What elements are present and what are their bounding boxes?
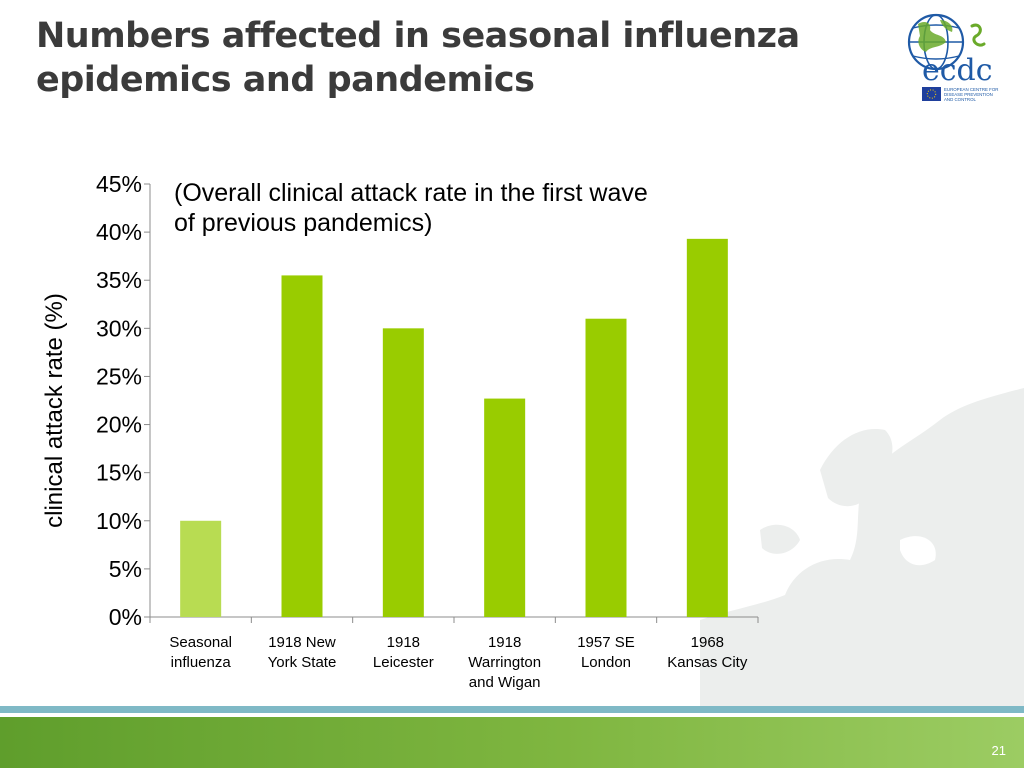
x-tick-label: York State	[268, 654, 337, 671]
x-tick-label: 1918	[488, 634, 521, 651]
x-tick-label: Kansas City	[667, 654, 748, 671]
bar	[484, 398, 526, 617]
y-tick-label: 40%	[96, 219, 142, 245]
x-tick-label: London	[581, 654, 631, 671]
x-tick-label: 1957 SE	[577, 634, 635, 651]
x-tick-label: Warrington	[468, 654, 541, 671]
bar-chart: 0% 5% 10% 15% 20% 25% 30% 35% 40% 45% clinical att…	[41, 171, 759, 691]
bar	[585, 318, 627, 617]
x-tick-label: and Wigan	[469, 674, 541, 691]
bar	[382, 328, 424, 617]
x-tick-label: 1918 New	[268, 634, 336, 651]
x-tick-label: 1968	[691, 634, 724, 651]
y-tick-label: 30%	[96, 315, 142, 341]
globe-icon	[907, 13, 965, 71]
bar	[686, 238, 728, 617]
footer-band	[0, 706, 1024, 768]
y-tick-label: 35%	[96, 267, 142, 293]
title-line: Numbers affected in seasonal influenza	[36, 16, 800, 56]
y-tick-label: 20%	[96, 412, 142, 438]
y-tick-label: 15%	[96, 460, 142, 486]
chart-annotation: (Overall clinical attack rate in the fir…	[174, 179, 648, 207]
bar	[180, 520, 222, 617]
eu-flag-icon	[922, 87, 941, 101]
y-tick-label: 10%	[96, 508, 142, 534]
ecdc-logo: ecdc EUROPEAN CENTRE FOR DISEASE PREVENT…	[907, 13, 998, 102]
x-tick-label: Seasonal	[169, 634, 232, 651]
y-axis-label: clinical attack rate (%)	[41, 293, 68, 528]
logo-org-line: EUROPEAN CENTRE FOR	[944, 87, 998, 92]
logo-org-line: AND CONTROL	[944, 97, 977, 102]
y-tick-label: 0%	[109, 604, 142, 630]
slide-title: Numbers affected in seasonal influenza e…	[36, 14, 876, 102]
title-line: epidemics and pandemics	[36, 60, 535, 100]
page-number: 21	[991, 743, 1006, 758]
x-tick-label: influenza	[171, 654, 232, 671]
y-tick-label: 45%	[96, 171, 142, 197]
serpent-icon	[970, 23, 986, 47]
chart-annotation: of previous pandemics)	[174, 209, 432, 237]
x-tick-label: Leicester	[373, 654, 434, 671]
europe-map-background	[700, 388, 1024, 710]
bar	[281, 275, 323, 617]
y-tick-label: 25%	[96, 363, 142, 389]
logo-wordmark: ecdc	[922, 53, 993, 88]
logo-org-line: DISEASE PREVENTION	[944, 92, 993, 97]
x-tick-label: 1918	[387, 634, 420, 651]
y-tick-label: 5%	[109, 556, 142, 582]
